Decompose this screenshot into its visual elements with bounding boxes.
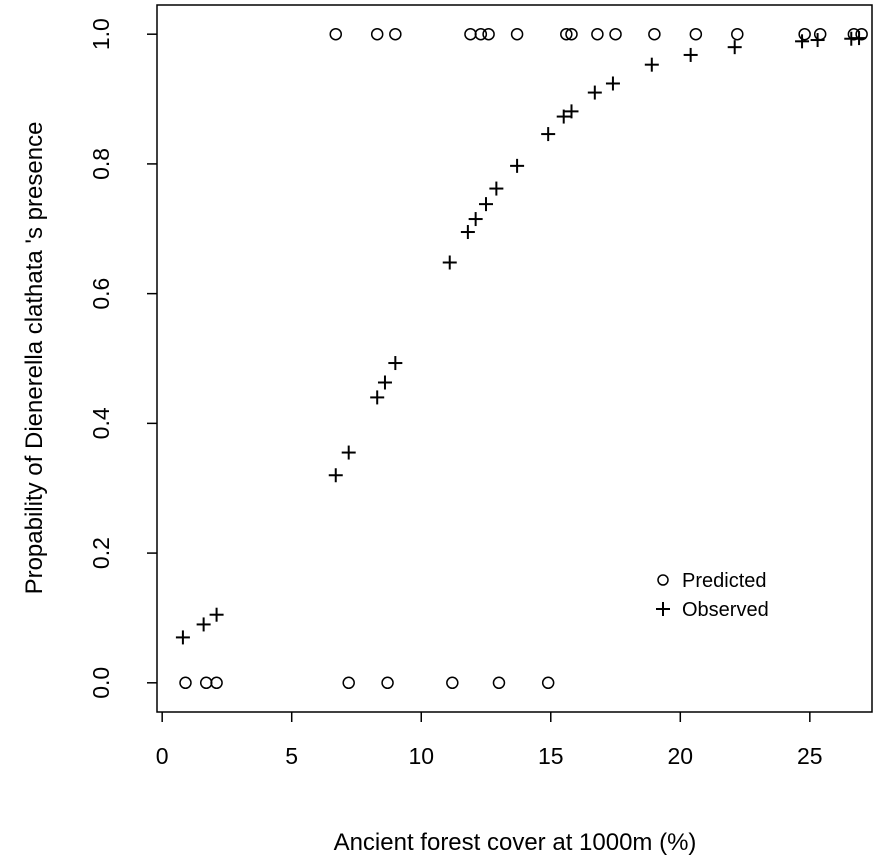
predicted-point bbox=[648, 27, 661, 41]
y-tick-label: 0.0 bbox=[88, 667, 114, 699]
observed-point bbox=[510, 158, 525, 173]
y-axis: 0.0 0.2 0.4 0.6 0.8 1.0 bbox=[88, 18, 157, 699]
x-axis-title: Ancient forest cover at 1000m (%) bbox=[334, 829, 697, 856]
legend-predicted-label: Predicted bbox=[682, 570, 767, 592]
predicted-point bbox=[446, 676, 459, 690]
observed-point bbox=[541, 127, 556, 142]
plot-frame bbox=[156, 4, 873, 713]
observed-point bbox=[727, 40, 742, 55]
observed-point bbox=[328, 468, 343, 483]
observed-point bbox=[683, 47, 698, 62]
x-axis: 0 5 10 15 20 25 bbox=[156, 712, 823, 769]
observed-point bbox=[175, 630, 190, 645]
observed-point bbox=[479, 197, 494, 212]
predicted-point bbox=[482, 27, 495, 41]
legend-observed-label: Observed bbox=[682, 599, 769, 621]
observed-point bbox=[810, 33, 825, 48]
y-tick-label: 0.4 bbox=[88, 407, 114, 439]
x-tick-label: 0 bbox=[156, 743, 169, 769]
observed-point bbox=[556, 109, 571, 124]
observed-point bbox=[605, 76, 620, 91]
x-tick-label: 10 bbox=[408, 743, 434, 769]
predicted-point bbox=[329, 27, 342, 41]
predicted-point bbox=[591, 27, 604, 41]
predicted-point bbox=[565, 27, 578, 41]
observed-point bbox=[852, 31, 867, 46]
observed-point bbox=[564, 104, 579, 119]
legend-observed-marker bbox=[656, 602, 670, 616]
predicted-point bbox=[464, 27, 477, 41]
predicted-point bbox=[389, 27, 402, 41]
predicted-point bbox=[855, 27, 868, 41]
predicted-point bbox=[541, 676, 555, 690]
predicted-point bbox=[474, 27, 488, 41]
y-tick-label: 0.6 bbox=[88, 278, 114, 310]
predicted-point bbox=[560, 27, 573, 41]
predicted-point bbox=[813, 27, 827, 41]
x-tick-label: 20 bbox=[668, 743, 694, 769]
observed-point bbox=[460, 225, 475, 240]
observed-point bbox=[644, 57, 659, 72]
x-tick-label: 25 bbox=[797, 743, 823, 769]
y-axis-title: Propability of Dienerella clathata 's pr… bbox=[21, 122, 48, 595]
observed-point bbox=[377, 375, 392, 390]
y-tick-label: 0.2 bbox=[88, 537, 114, 569]
observed-point bbox=[370, 390, 385, 405]
legend-predicted-marker bbox=[657, 574, 669, 586]
y-tick-label: 0.8 bbox=[88, 148, 114, 180]
data-marks bbox=[175, 27, 868, 690]
predicted-point bbox=[731, 27, 744, 41]
observed-point bbox=[442, 255, 457, 270]
legend: Predicted Observed bbox=[656, 570, 769, 621]
predicted-point bbox=[510, 27, 524, 41]
predicted-point bbox=[210, 676, 223, 690]
predicted-point bbox=[342, 676, 355, 690]
predicted-point bbox=[381, 676, 394, 690]
predicted-point bbox=[199, 676, 213, 690]
predicted-point bbox=[609, 27, 622, 41]
observed-point bbox=[587, 85, 602, 100]
x-tick-label: 5 bbox=[285, 743, 298, 769]
observed-point bbox=[209, 607, 224, 622]
y-tick-label: 1.0 bbox=[88, 18, 114, 50]
observed-point bbox=[468, 212, 483, 227]
observed-point bbox=[341, 445, 356, 460]
x-tick-label: 15 bbox=[538, 743, 564, 769]
predicted-point bbox=[492, 676, 506, 690]
observed-point bbox=[489, 181, 504, 196]
predicted-point bbox=[798, 27, 811, 41]
predicted-point bbox=[370, 27, 384, 41]
observed-point bbox=[196, 617, 211, 632]
observed-point bbox=[795, 34, 810, 49]
observed-point bbox=[388, 356, 403, 371]
predicted-point bbox=[689, 27, 703, 41]
predicted-point bbox=[179, 676, 192, 690]
